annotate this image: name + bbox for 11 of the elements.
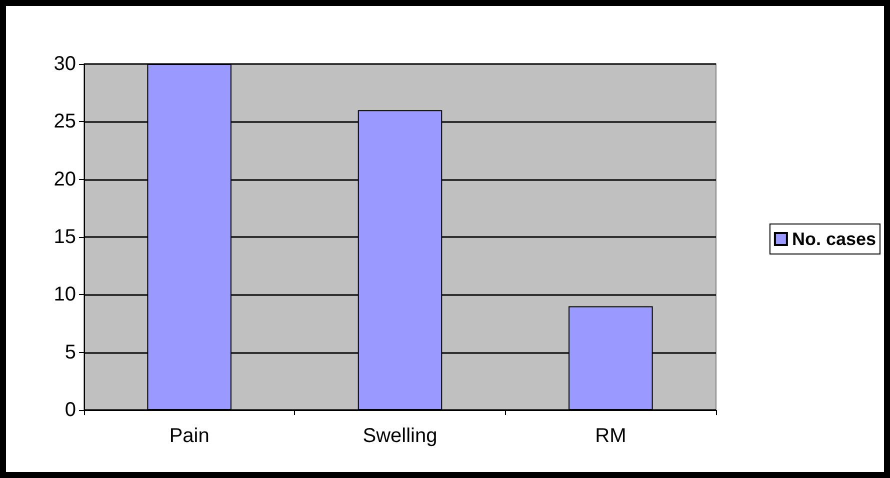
y-tick-label: 15 [54, 226, 76, 248]
y-tick-label: 10 [54, 284, 76, 306]
legend-label: No. cases [792, 229, 876, 249]
y-tick-label: 30 [54, 53, 76, 75]
x-tick-label: RM [595, 425, 626, 447]
x-tick-label: Swelling [362, 425, 438, 447]
y-tick-label: 0 [64, 399, 76, 421]
y-tick-label: 5 [64, 341, 76, 364]
y-tick-label: 20 [54, 168, 76, 190]
x-tick-label: Pain [169, 425, 210, 447]
y-tick-label: 25 [54, 110, 76, 133]
